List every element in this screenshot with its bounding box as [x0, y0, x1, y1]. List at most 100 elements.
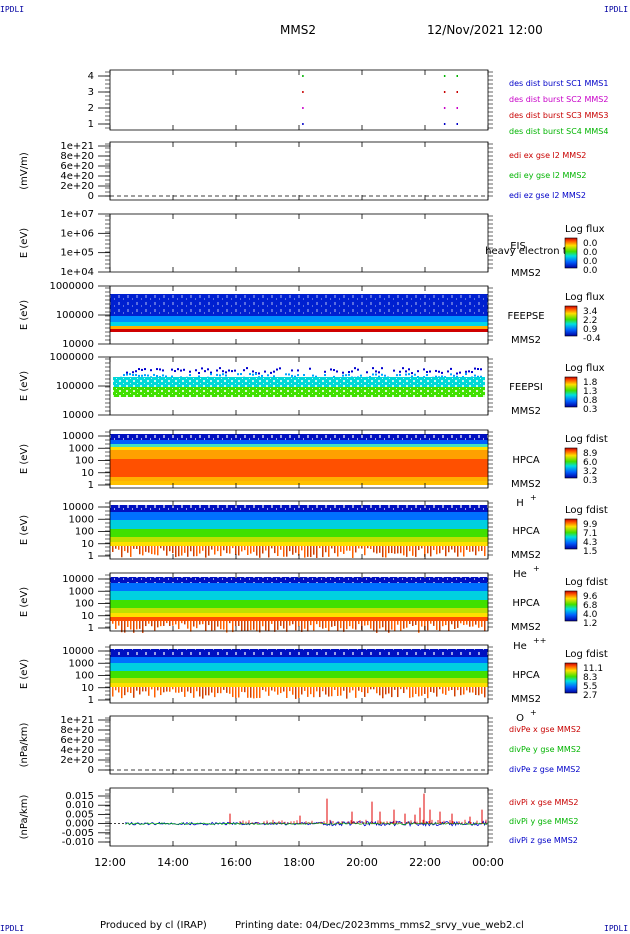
spectrogram-speck: [228, 369, 230, 372]
spectrogram-speck: [372, 373, 374, 376]
spectrogram-speck: [436, 621, 438, 630]
spectrogram-speck: [286, 621, 288, 632]
y-tick-label: 1e+21: [60, 141, 94, 152]
spectrogram-speck: [253, 546, 255, 552]
spectrogram-speck: [417, 370, 419, 373]
spectrogram-speck: [340, 687, 342, 696]
spectrogram-speck: [217, 546, 219, 552]
spectrogram-speck: [223, 621, 225, 630]
spectrogram-speck: [303, 373, 305, 376]
spectrogram-speck: [171, 368, 173, 371]
spectrogram-speck: [382, 546, 384, 558]
spectrogram-speck: [399, 370, 401, 373]
spectrogram-speck: [451, 621, 453, 625]
y-tick-label: 10000: [62, 502, 94, 513]
spectrogram-speck: [196, 621, 198, 629]
spectrogram-speck: [208, 687, 210, 696]
spectrogram-band: [110, 326, 488, 329]
spectrogram-speck: [397, 621, 399, 625]
spectrogram-speck: [178, 546, 180, 557]
spectrogram-speck: [171, 375, 173, 378]
colorbar-title: Log fdist: [565, 649, 608, 660]
legend-entry: edi ex gse l2 MMS2: [509, 151, 586, 160]
spectrogram-speck: [450, 373, 452, 376]
spectrogram-speck: [252, 370, 254, 373]
spectrogram-speck: [226, 546, 228, 554]
y-tick-label: 10: [81, 539, 94, 550]
spectrogram-speck: [447, 370, 449, 373]
spectrogram-speck: [142, 621, 144, 633]
spectrogram-speck: [280, 687, 282, 694]
spectrogram-band: [110, 542, 488, 546]
spacecraft-label: MMS2: [511, 479, 541, 490]
spectrogram-speck: [271, 621, 273, 624]
panel-frame: [109, 715, 489, 775]
spectrogram-band: [110, 440, 488, 444]
colorbar: [564, 376, 578, 408]
spectrogram-speck: [165, 375, 167, 378]
spectrogram-speck: [226, 621, 228, 633]
spectrogram-speck: [331, 546, 333, 549]
spectrogram-speck: [424, 546, 426, 557]
y-tick-label: 10000: [62, 574, 94, 585]
spectrogram-speck: [297, 374, 299, 377]
spectrogram-speck: [253, 687, 255, 699]
y-tick-label: 4e+20: [60, 171, 94, 182]
spectrogram-speck: [157, 687, 159, 691]
spectrogram-speck: [277, 621, 279, 630]
legend-entry: edi ez gse l2 MMS2: [509, 191, 586, 200]
colorbar-tick-label: 11.1: [583, 664, 603, 674]
spacecraft-label: MMS2: [511, 622, 541, 633]
spectrogram-speck: [261, 374, 263, 377]
spectrogram-speck: [277, 546, 279, 557]
colorbar-tick-label: 9.6: [583, 592, 598, 602]
burst-marker: [443, 75, 446, 77]
species-charge-label: +: [533, 564, 540, 573]
spectrogram-speck: [367, 546, 369, 549]
spectrogram-speck: [364, 687, 366, 697]
spectrogram-speck: [301, 546, 303, 551]
spectrogram-speck: [181, 621, 183, 624]
spectrogram-speck: [472, 687, 474, 693]
spectrogram-speck: [475, 621, 477, 625]
spectrogram-speck: [381, 367, 383, 370]
y-tick-label: 1000000: [49, 352, 94, 363]
spectrogram-speck: [225, 371, 227, 374]
spectrogram-speck: [235, 621, 237, 627]
spectrogram-speck: [463, 621, 465, 626]
spectrogram-speck: [232, 546, 234, 549]
spectrogram-speck: [352, 621, 354, 629]
spectrogram-speck: [147, 374, 149, 377]
spectrogram-speck: [274, 621, 276, 632]
y-tick-label: 100: [75, 527, 94, 538]
spectrogram-speck: [355, 621, 357, 630]
corner-label-bottom-left: IPDLI: [0, 924, 25, 933]
burst-marker: [443, 91, 446, 93]
spectrogram-speck: [283, 546, 285, 557]
y-axis-label: E (eV): [19, 659, 30, 689]
spectrogram-speck: [418, 546, 420, 551]
instrument-label: FEEPSI: [509, 382, 543, 393]
y-tick-label: 10000: [62, 431, 94, 442]
spectrogram-speck: [477, 375, 479, 378]
spectrogram-speck: [310, 621, 312, 626]
spectrogram-speck: [178, 687, 180, 693]
spectrogram-speck: [349, 621, 351, 627]
spectrogram-speck: [172, 687, 174, 690]
spectrogram-speck: [309, 367, 311, 370]
series-line-y: [125, 822, 489, 825]
spectrogram-speck: [474, 374, 476, 377]
spectrogram-speck: [286, 687, 288, 698]
x-tick-label: 18:00: [283, 856, 315, 869]
spectrogram-speck: [172, 621, 174, 626]
spectrogram-speck: [126, 373, 128, 376]
spectrogram-speck: [190, 621, 192, 632]
spectrogram-speck: [466, 621, 468, 625]
spectrogram-speck: [378, 371, 380, 374]
spectrogram-speck: [121, 687, 123, 699]
spectrogram-speck: [163, 546, 165, 551]
spectrogram-speck: [123, 374, 125, 377]
spectrogram-speck: [418, 621, 420, 633]
spectrogram-speck: [153, 373, 155, 376]
spectrogram-speck: [271, 687, 273, 691]
